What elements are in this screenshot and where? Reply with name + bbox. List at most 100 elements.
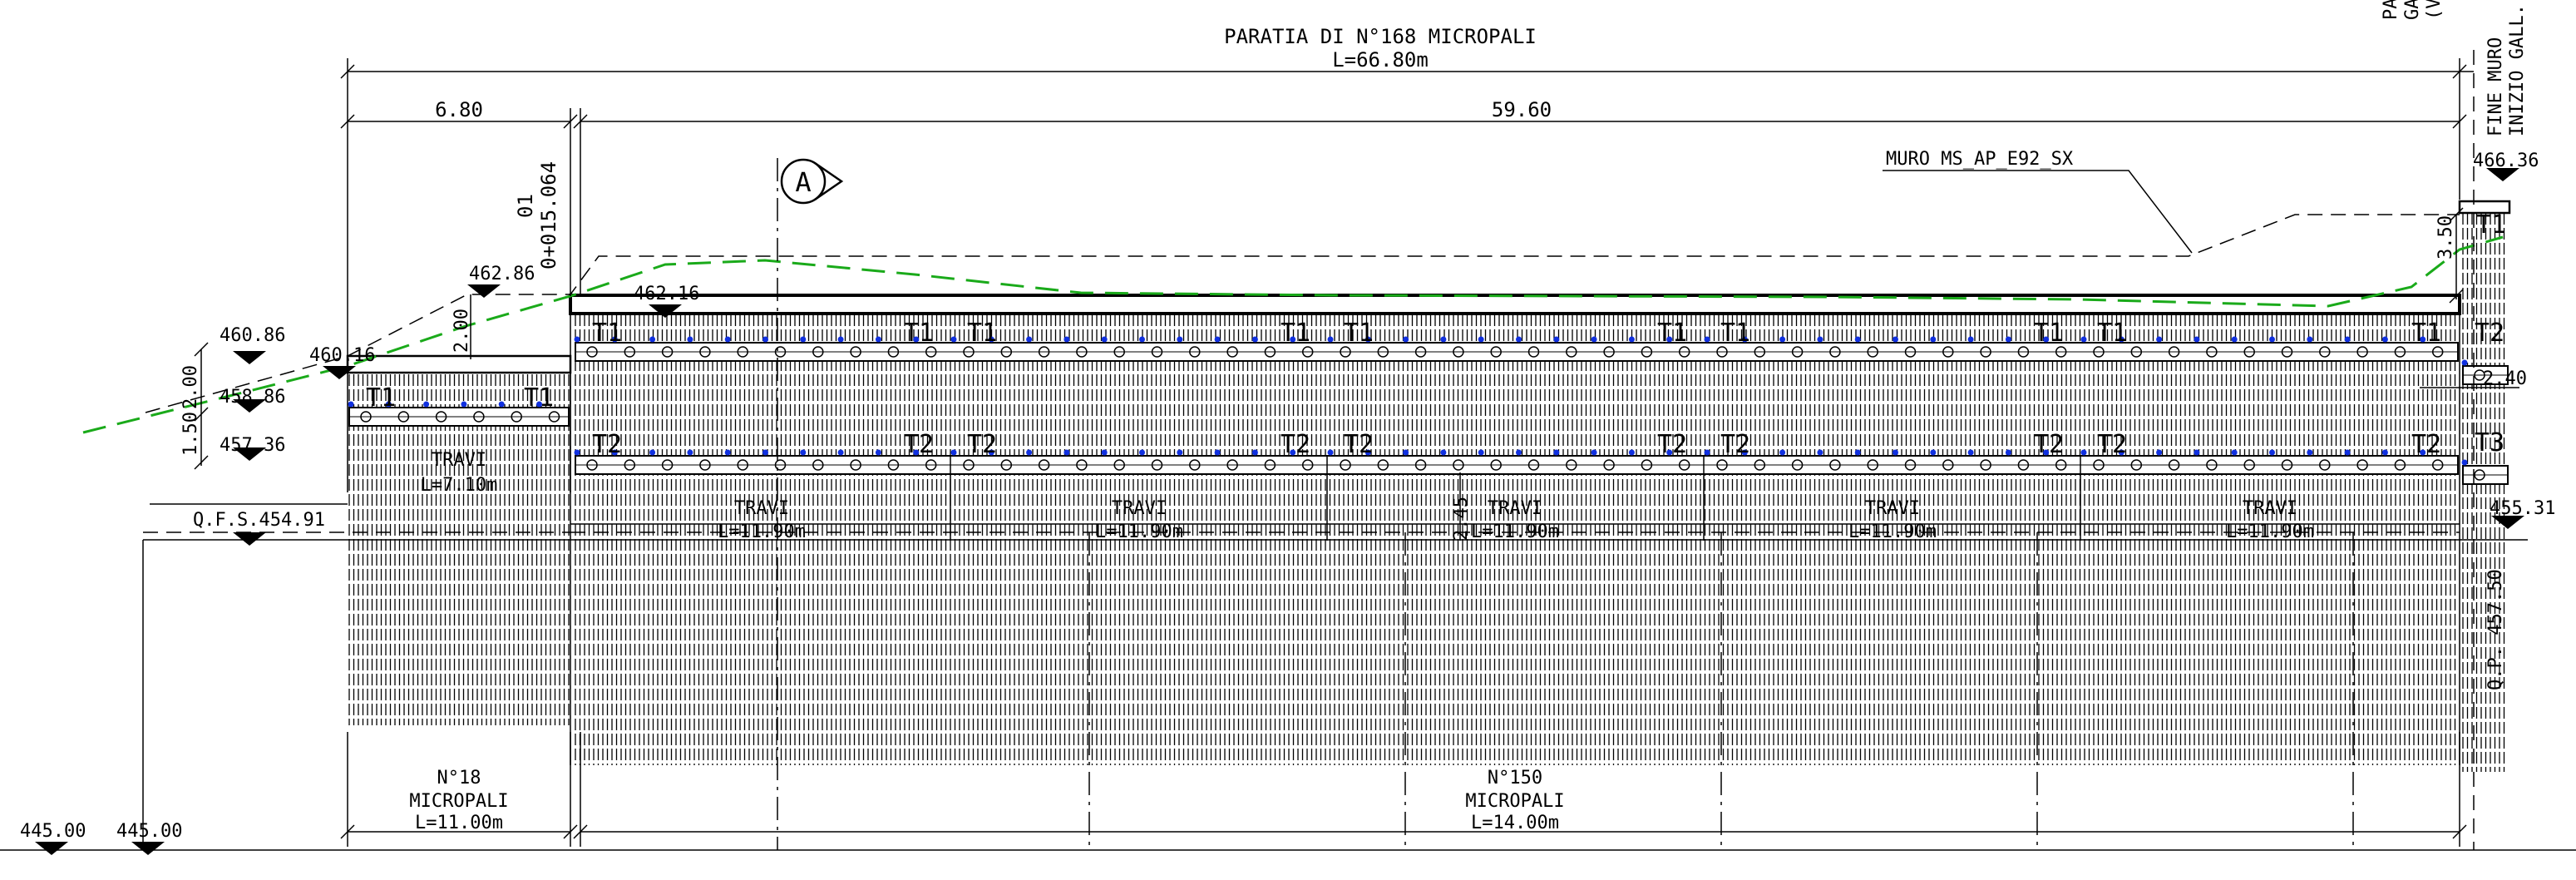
- anchor-circle: [2093, 459, 2105, 471]
- wall-outline-right: [2458, 200, 2511, 215]
- beam-label-t2: T2: [1720, 430, 1750, 459]
- anchor-circle: [2243, 459, 2255, 471]
- anchor-circle: [963, 459, 975, 471]
- beam-label-t1: T1: [2097, 319, 2127, 348]
- dim-2-45: 2.45: [1451, 497, 1472, 541]
- anchor-circle: [2394, 346, 2406, 358]
- anchor-circle: [1904, 346, 1917, 358]
- pile-dot: [1553, 449, 1560, 456]
- pile-dot: [724, 336, 731, 343]
- pile-dot: [2043, 336, 2050, 343]
- pile-dot: [913, 449, 920, 456]
- beam-label-t3-right: T3: [2475, 428, 2504, 457]
- pile-dot: [2231, 449, 2238, 456]
- beam-label-t1: T1: [1344, 319, 1374, 348]
- pile-dot: [1817, 336, 1823, 343]
- pile-dot: [1553, 336, 1560, 343]
- pile-dot: [950, 336, 957, 343]
- beam-label-t2: T2: [592, 430, 622, 459]
- pile-dot: [2005, 449, 2011, 456]
- anchor-circle: [661, 346, 674, 358]
- anchor-circle: [1038, 346, 1050, 358]
- anchor-circle: [435, 411, 447, 423]
- anchor-circle: [624, 346, 636, 358]
- pile-dot: [2194, 336, 2200, 343]
- elev-marker: [131, 842, 165, 855]
- beam-label-t1: T1: [1657, 319, 1687, 348]
- svg-text:MICROPALI: MICROPALI: [1465, 791, 1564, 812]
- pile-dot: [2080, 449, 2087, 456]
- anchor-circle: [2474, 469, 2485, 481]
- pile-dot: [724, 449, 731, 456]
- anchor-circle: [1453, 346, 1464, 358]
- pile-hatch-right: [2462, 213, 2505, 772]
- elev-457-36: 457.36: [220, 435, 285, 456]
- travi-bay-name: TRAVI: [1112, 498, 1167, 519]
- travi-bay-length: L=11.90m: [2226, 522, 2314, 542]
- anchor-circle: [1566, 459, 1577, 471]
- travi-bay-name: TRAVI: [1488, 498, 1542, 519]
- anchor-circle: [1189, 459, 1201, 471]
- anchor-circle: [1678, 459, 1690, 471]
- pile-dot: [1177, 449, 1183, 456]
- pile-lines: [2462, 213, 2505, 772]
- pile-dot: [1478, 336, 1484, 343]
- elev-marker: [233, 532, 266, 546]
- beam-label-t1: T1: [904, 319, 934, 348]
- anchor-circle: [2130, 459, 2143, 471]
- anchor-circle: [1414, 346, 1427, 358]
- anchor-circle: [2319, 459, 2331, 471]
- pile-hatch-left: [348, 374, 570, 725]
- anchor-circle: [925, 346, 937, 358]
- pile-dot: [1854, 336, 1861, 343]
- elev-marker: [233, 351, 266, 364]
- travi-bay-3: TRAVI L=11.90m: [1471, 498, 1559, 542]
- anchor-circle: [1226, 346, 1238, 358]
- elev-458-86: 458.86: [220, 387, 285, 408]
- pile-dot: [1666, 336, 1673, 343]
- pile-dot: [1063, 449, 1070, 456]
- anchor-circle: [1980, 346, 1991, 358]
- pile-dot: [1177, 336, 1183, 343]
- anchor-circle: [1678, 346, 1690, 358]
- pile-dot: [2118, 449, 2124, 456]
- anchor-circle: [1716, 459, 1728, 471]
- pile-dot: [1101, 449, 1108, 456]
- pile-dot: [2344, 336, 2351, 343]
- anchor-circle: [1641, 459, 1653, 471]
- anchor-circle: [624, 459, 636, 471]
- travi-bay-length: L=11.90m: [1848, 522, 1937, 542]
- elev-455-31: 455.31: [2490, 498, 2555, 519]
- anchor-circle: [1264, 346, 1276, 358]
- pile-dot: [498, 401, 505, 408]
- anchor-circle: [1527, 346, 1540, 358]
- pile-dot: [1251, 449, 1258, 456]
- pile-dot: [1290, 336, 1296, 343]
- dim-1-50: 1.50: [180, 412, 201, 456]
- anchor-circle: [850, 459, 861, 471]
- anchor-circle: [774, 459, 787, 471]
- anchor-circle: [1942, 459, 1954, 471]
- pile-dot: [611, 336, 618, 343]
- pile-dot: [687, 449, 693, 456]
- pile-dot: [611, 449, 618, 456]
- pile-dot: [649, 336, 656, 343]
- elev-marker: [467, 284, 501, 298]
- pile-dot: [2043, 449, 2050, 456]
- anchor-circle: [850, 346, 861, 358]
- pile-dot: [1327, 449, 1334, 456]
- pile-dot: [1440, 449, 1447, 456]
- anchor-circle: [1377, 346, 1389, 358]
- pile-dot: [1290, 449, 1296, 456]
- pile-dot: [1893, 449, 1898, 456]
- station-number: 01: [514, 194, 537, 218]
- elev-462-86: 462.86: [469, 264, 535, 284]
- anchor-circle: [2281, 459, 2293, 471]
- anchor-circle: [1942, 346, 1954, 358]
- anchor-circle: [1566, 346, 1577, 358]
- title-line1: PARATIA DI N°168 MICROPALI: [1224, 25, 1537, 48]
- anchor-circle: [1340, 459, 1351, 471]
- pile-dot: [1704, 336, 1710, 343]
- beam-label-t2: T2: [1657, 430, 1687, 459]
- elev-marker: [233, 447, 266, 461]
